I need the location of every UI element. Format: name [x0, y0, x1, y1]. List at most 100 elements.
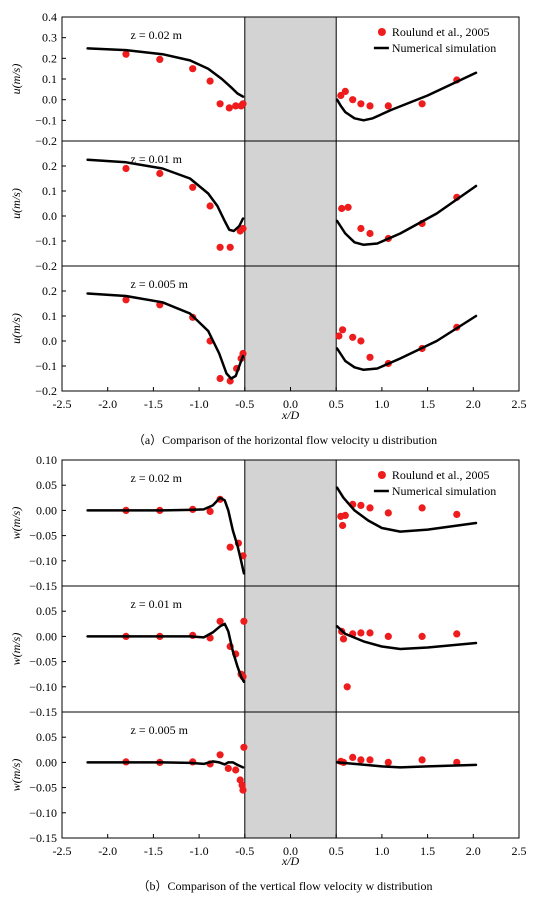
y-tick-label: 0.1: [42, 72, 57, 86]
data-point-roulund: [357, 100, 365, 108]
y-tick-label: −0.05: [29, 529, 57, 543]
data-point-roulund: [384, 509, 392, 517]
data-point-roulund: [226, 543, 234, 551]
y-tick-label: 0.2: [42, 159, 57, 173]
y-tick-label: −0.2: [35, 384, 57, 398]
data-point-roulund: [339, 326, 347, 334]
data-point-roulund: [206, 507, 214, 515]
data-point-roulund: [366, 353, 374, 361]
data-point-roulund: [122, 296, 130, 304]
y-tick-label: −0.2: [35, 134, 57, 148]
data-point-roulund: [122, 50, 130, 58]
data-point-roulund: [349, 333, 357, 341]
data-point-roulund: [357, 224, 365, 233]
data-point-roulund: [338, 204, 346, 213]
data-point-roulund: [344, 203, 352, 211]
x-tick-label: 1.0: [374, 397, 389, 411]
legend-marker-roulund: [377, 471, 386, 479]
data-point-roulund: [239, 349, 247, 358]
x-axis-label: x/D: [281, 854, 300, 868]
y-tick-label: −0.15: [29, 579, 57, 593]
y-tick-label: 0.0: [42, 93, 57, 107]
data-point-roulund: [366, 756, 374, 764]
legend-marker-roulund: [377, 28, 386, 36]
y-tick-label: −0.2: [35, 259, 57, 273]
panel-label: z = 0.02 m: [131, 28, 183, 42]
series-line-numerical-simulation: [86, 292, 245, 380]
data-point-roulund: [366, 629, 374, 637]
panel-label: z = 0.005 m: [131, 277, 189, 291]
y-tick-label: 0.2: [42, 51, 57, 65]
series-line-numerical-simulation: [86, 47, 245, 98]
y-tick-label: 0.2: [42, 284, 57, 298]
y-tick-label: 0.05: [36, 604, 57, 618]
legend-label-numerical: Numerical simulation: [392, 484, 496, 498]
data-point-roulund: [366, 504, 374, 512]
x-tick-label: 0.5: [329, 844, 344, 858]
series-line-numerical-simulation: [335, 625, 478, 651]
series-line-numerical-simulation: [335, 486, 478, 533]
y-tick-label: −0.10: [29, 806, 57, 820]
y-tick-label: −0.1: [35, 359, 57, 373]
y-tick-label: −0.1: [35, 234, 57, 248]
y-tick-label: −0.10: [29, 554, 57, 568]
data-point-roulund: [349, 96, 357, 104]
data-point-roulund: [216, 100, 224, 108]
data-point-roulund: [453, 510, 461, 518]
caption-b: （b）Comparison of the vertical flow veloc…: [138, 879, 433, 893]
data-point-roulund: [384, 102, 392, 110]
panel-label: z = 0.01 m: [131, 597, 183, 611]
y-tick-label: 0.10: [36, 453, 57, 467]
y-tick-label: 0.3: [42, 31, 57, 45]
x-tick-label: -0.5: [235, 844, 254, 858]
data-point-roulund: [206, 202, 214, 210]
y-tick-label: −0.10: [29, 680, 57, 694]
data-point-roulund: [357, 501, 365, 509]
data-point-roulund: [232, 766, 240, 774]
y-tick-label: 0.00: [36, 629, 57, 643]
y-tick-label: 0.1: [42, 309, 57, 323]
y-tick-label: 0.05: [36, 478, 57, 492]
series-line-numerical-simulation: [335, 314, 478, 372]
panel-label: z = 0.005 m: [131, 723, 189, 737]
y-tick-label: −0.15: [29, 705, 57, 719]
y-tick-label: −0.05: [29, 655, 57, 669]
series-line-numerical-simulation: [335, 71, 478, 122]
data-point-roulund: [357, 756, 365, 764]
data-point-roulund: [366, 102, 374, 110]
data-point-roulund: [232, 102, 240, 110]
y-axis-label: w(m/s): [9, 507, 23, 540]
data-point-roulund: [240, 617, 248, 625]
data-point-roulund: [357, 629, 365, 637]
panel-label: z = 0.01 m: [131, 152, 183, 166]
caption-a: （a）Comparison of the horizontal flow vel…: [133, 433, 437, 447]
data-point-roulund: [122, 164, 130, 173]
y-tick-label: 0.05: [36, 730, 57, 744]
x-tick-label: -1.0: [190, 397, 209, 411]
x-tick-label: -2.5: [53, 397, 72, 411]
data-point-roulund: [189, 183, 197, 191]
x-tick-label: -1.5: [144, 844, 163, 858]
data-point-roulund: [335, 332, 343, 340]
data-point-roulund: [341, 511, 349, 519]
data-point-roulund: [239, 786, 247, 794]
x-tick-label: 2.5: [512, 397, 527, 411]
data-point-roulund: [418, 632, 426, 641]
panel-label: z = 0.02 m: [131, 471, 183, 485]
data-point-roulund: [418, 756, 426, 764]
y-tick-label: −0.05: [29, 781, 57, 795]
x-tick-label: -2.0: [98, 397, 117, 411]
x-tick-label: -0.5: [235, 397, 254, 411]
data-point-roulund: [384, 758, 392, 767]
data-point-roulund: [357, 337, 365, 345]
pier-region: [244, 16, 337, 392]
y-tick-label: 0.00: [36, 755, 57, 769]
x-tick-label: 0.0: [283, 844, 298, 858]
series-line-numerical-simulation: [86, 760, 245, 769]
data-point-roulund: [453, 630, 461, 638]
x-tick-label: 1.0: [374, 844, 389, 858]
data-point-roulund: [239, 100, 247, 108]
data-point-roulund: [224, 764, 232, 773]
series-line-numerical-simulation: [335, 184, 478, 247]
